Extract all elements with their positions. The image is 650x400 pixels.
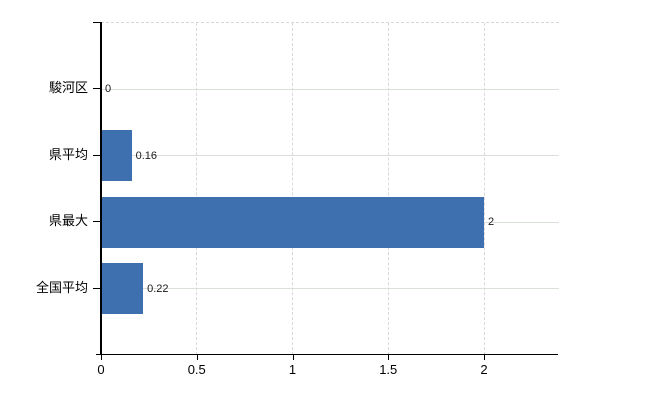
gridline-vertical xyxy=(196,23,198,355)
x-tick-label: 1.5 xyxy=(379,362,398,377)
category-label: 駿河区 xyxy=(48,80,88,96)
y-axis-line xyxy=(100,22,102,354)
gridline-vertical xyxy=(483,23,485,355)
gridline-horizontal xyxy=(101,88,559,90)
y-axis-tick xyxy=(93,221,100,223)
bar-value-label: 0 xyxy=(105,83,112,96)
x-tick-label: 2 xyxy=(480,362,488,377)
gridline-horizontal xyxy=(101,288,559,290)
bar xyxy=(101,196,484,248)
y-axis-tick xyxy=(93,22,100,23)
x-tick-label: 0 xyxy=(97,362,105,377)
x-axis-tick xyxy=(196,354,198,360)
gridline-horizontal xyxy=(101,155,559,157)
category-label: 県最大 xyxy=(48,213,88,229)
plot-area: 0 0.16 2 0.22 xyxy=(101,22,559,355)
bar-value-label: 0.16 xyxy=(135,149,158,162)
bar-value-label: 0.22 xyxy=(147,282,169,295)
category-label: 全国平均 xyxy=(35,279,88,295)
x-axis-tick xyxy=(388,354,390,360)
bar xyxy=(101,130,132,182)
y-axis-tick xyxy=(93,154,100,156)
bar-value-label: 2 xyxy=(488,216,495,229)
gridline-vertical xyxy=(292,23,293,355)
x-axis-tick xyxy=(292,354,294,360)
x-axis-tick xyxy=(484,354,485,360)
x-axis-line xyxy=(96,353,558,355)
x-tick-label: 0.5 xyxy=(187,362,206,377)
y-axis-tick xyxy=(93,88,100,90)
x-axis-tick xyxy=(101,354,102,360)
category-label: 県平均 xyxy=(48,146,88,162)
bar xyxy=(101,263,144,315)
y-axis-tick xyxy=(93,287,100,289)
gridline-vertical xyxy=(387,23,389,355)
x-tick-label: 1 xyxy=(288,362,297,377)
